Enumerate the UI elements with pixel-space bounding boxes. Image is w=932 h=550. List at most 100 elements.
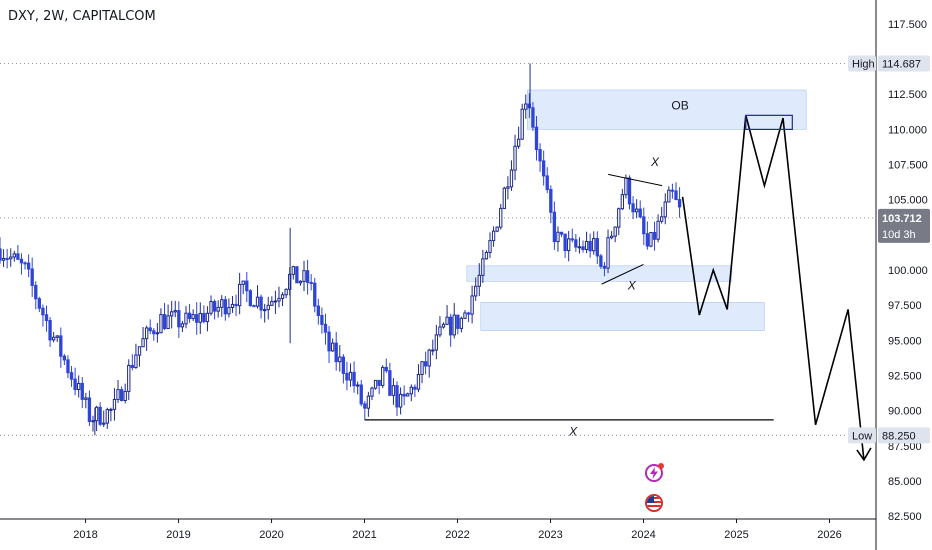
candle-body	[574, 239, 578, 248]
x-tick-label: 2023	[538, 529, 562, 541]
high-tag-value: 114.687	[882, 58, 921, 70]
candle-body	[170, 311, 174, 317]
candle-body	[384, 366, 388, 372]
x-ticks-layer: 2018 2019 2020 2021 2022 2023 2024 2025 2026	[73, 519, 842, 541]
low-tag-label-bg	[848, 427, 876, 444]
candle-body	[531, 107, 535, 128]
candle-body	[1, 257, 6, 261]
candle-body	[19, 258, 24, 264]
wedge-line-1[interactable]	[608, 173, 663, 187]
low-tag-value-bg	[878, 427, 930, 444]
candle-body	[66, 359, 70, 374]
candle-body	[166, 315, 170, 330]
current-price-bg	[878, 208, 930, 243]
candle-body	[627, 177, 632, 205]
candle-body	[280, 294, 285, 299]
candle-body	[570, 238, 574, 241]
candle-body	[0, 248, 2, 261]
y-tick-label: 110.000	[888, 124, 927, 136]
candle-body	[660, 216, 664, 222]
candle-body	[309, 281, 313, 284]
zone-support-2[interactable]	[480, 302, 765, 331]
candle-body	[606, 237, 610, 269]
candle-body	[216, 306, 220, 312]
candle-body	[488, 240, 492, 253]
candle-body	[552, 211, 557, 243]
x-tick-label: 2020	[259, 529, 283, 541]
countdown-label: 10d 3h	[882, 229, 916, 241]
candle-body	[109, 408, 113, 411]
us-flag-event-icon[interactable]	[645, 494, 663, 512]
candle-body	[663, 201, 667, 218]
candle-body	[617, 208, 621, 228]
wedge-line-2[interactable]	[601, 263, 644, 285]
candle-body	[259, 296, 263, 311]
candle-body	[37, 298, 42, 309]
candle-body	[484, 251, 489, 260]
candle-body	[345, 372, 349, 381]
y-tick-label: 85.000	[888, 476, 922, 488]
candle-body	[448, 316, 453, 336]
candle-body	[5, 257, 9, 260]
candle-body	[413, 386, 417, 390]
candle-body	[434, 334, 439, 351]
candle-body	[152, 330, 156, 335]
candle-body	[398, 393, 403, 408]
candle-body	[334, 342, 338, 363]
candle-body	[30, 268, 34, 286]
x-tick-label: 2022	[445, 529, 469, 541]
candle-body	[119, 389, 124, 402]
candle-body	[87, 397, 92, 423]
candle-body	[180, 323, 185, 328]
candle-body	[481, 258, 485, 276]
x-tick-label: 2026	[817, 529, 841, 541]
candle-body	[162, 314, 167, 330]
candle-body	[631, 203, 635, 213]
projection-path[interactable]	[681, 115, 865, 461]
candle-body	[155, 332, 160, 335]
candle-body	[609, 235, 614, 239]
candle-body	[209, 301, 213, 314]
candle-body	[406, 393, 410, 397]
candle-body	[656, 220, 660, 240]
candle-body	[670, 189, 675, 192]
candle-body	[313, 282, 317, 307]
candle-body	[516, 138, 521, 147]
ob-label: OB	[671, 99, 688, 113]
candle-body	[588, 240, 592, 252]
low-tag-value: 88.250	[882, 430, 916, 442]
candle-body	[302, 270, 306, 282]
candle-body	[69, 372, 74, 380]
ob-target-box[interactable]	[745, 114, 793, 130]
current-price-label: 103.712	[882, 213, 922, 225]
candle-body	[567, 238, 571, 252]
candle-body	[320, 314, 324, 325]
axes-layer	[0, 0, 877, 550]
candle-body	[284, 288, 288, 296]
candle-body	[645, 233, 650, 247]
candle-body	[248, 290, 253, 307]
candle-body	[638, 208, 642, 218]
zone-OB[interactable]	[526, 89, 807, 130]
candle-body	[59, 335, 63, 357]
candle-body	[370, 387, 374, 397]
candle-body	[77, 382, 81, 390]
candle-body	[102, 422, 106, 425]
candle-body	[545, 175, 549, 190]
candle-body	[366, 395, 371, 409]
candle-body	[73, 378, 77, 390]
candle-body	[388, 370, 392, 396]
candle-body	[363, 403, 367, 409]
candle-body	[116, 389, 120, 400]
candle-body	[173, 310, 177, 313]
candle-body	[184, 312, 188, 325]
x-tick-label: 2018	[73, 529, 97, 541]
candle-body	[237, 283, 242, 307]
candle-body	[524, 103, 528, 110]
lightning-event-icon[interactable]	[645, 463, 664, 482]
candle-body	[223, 299, 227, 315]
candle-body	[395, 385, 399, 408]
candle-body	[105, 409, 109, 424]
candle-body	[620, 194, 625, 210]
